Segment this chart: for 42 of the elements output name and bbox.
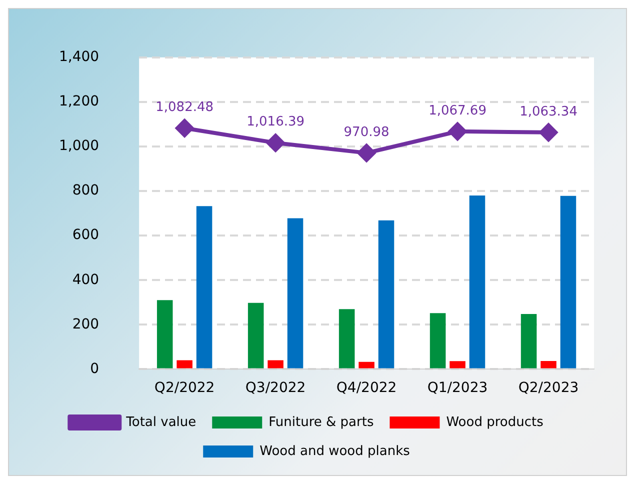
bar (520, 314, 537, 368)
point (448, 122, 467, 140)
point (266, 134, 285, 152)
data-label: 1,063.34 (520, 104, 578, 120)
bar (540, 360, 556, 368)
data-label: 1,082.48 (156, 100, 214, 115)
y-tick-label: 1,400 (58, 49, 100, 66)
x-tick-label: Q3/2022 (245, 380, 306, 396)
bar (430, 313, 446, 368)
legend-label: Wood products (446, 414, 544, 430)
bar (156, 300, 173, 368)
y-tick-label: 200 (72, 316, 100, 332)
bar (469, 195, 486, 368)
legend-label: Total value (125, 414, 196, 430)
data-label: 1,067.69 (428, 103, 486, 118)
bar (287, 218, 304, 368)
x-tick-label: Q2/2022 (154, 380, 215, 396)
point (540, 123, 558, 142)
y-tick-label: 800 (72, 182, 100, 199)
legend-label: Wood and wood planks (260, 444, 410, 459)
point (176, 119, 194, 138)
bar (560, 196, 576, 368)
bar (176, 360, 192, 368)
bar (196, 206, 212, 368)
y-tick-label: 400 (72, 272, 100, 288)
bar (358, 362, 374, 368)
bar (450, 361, 466, 368)
data-label: 1,016.39 (246, 114, 304, 130)
y-tick-label: 1,200 (58, 94, 100, 110)
legend-label: Funiture & parts (268, 414, 374, 430)
y-tick-label: 0 (90, 360, 100, 377)
data-label: 970.98 (344, 124, 390, 140)
x-tick-label: Q4/2022 (336, 380, 397, 396)
bar (248, 302, 264, 368)
x-tick-label: Q2/2023 (518, 380, 579, 396)
y-tick-label: 600 (72, 227, 100, 244)
bar (378, 220, 394, 368)
x-tick-label: Q1/2023 (427, 380, 488, 396)
bar (268, 360, 284, 368)
point (358, 144, 376, 162)
y-tick-label: 1,000 (58, 138, 100, 154)
bar (338, 309, 355, 368)
